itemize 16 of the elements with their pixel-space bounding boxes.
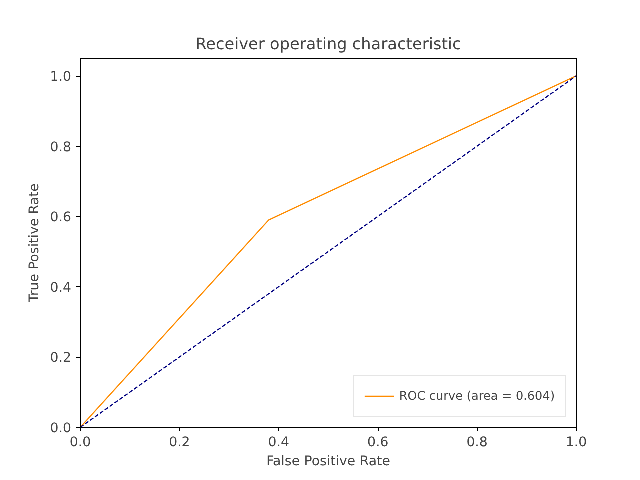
y-tick-label: 0.4 xyxy=(50,280,72,296)
x-tick-label: 0.0 xyxy=(70,436,92,450)
y-tick-label: 0.8 xyxy=(50,140,72,156)
x-tick-label: 0.8 xyxy=(466,436,488,450)
y-tick-label: 1.0 xyxy=(50,70,72,86)
y-tick-label: 0.2 xyxy=(50,351,72,366)
y-tick-label: 0.0 xyxy=(50,422,72,436)
x-tick-label: 0.2 xyxy=(169,436,190,450)
x-tick-label: 0.6 xyxy=(368,436,389,450)
chart-title: Receiver operating characteristic xyxy=(196,34,462,54)
y-tick-label: 0.6 xyxy=(50,210,72,226)
x-tick-label: 1.0 xyxy=(566,436,588,450)
x-axis-title: False Positive Rate xyxy=(266,454,390,470)
x-tick-label: 0.4 xyxy=(268,436,290,450)
y-axis-title: True Positive Rate xyxy=(27,184,42,304)
legend-label: ROC curve (area = 0.604) xyxy=(399,389,555,403)
